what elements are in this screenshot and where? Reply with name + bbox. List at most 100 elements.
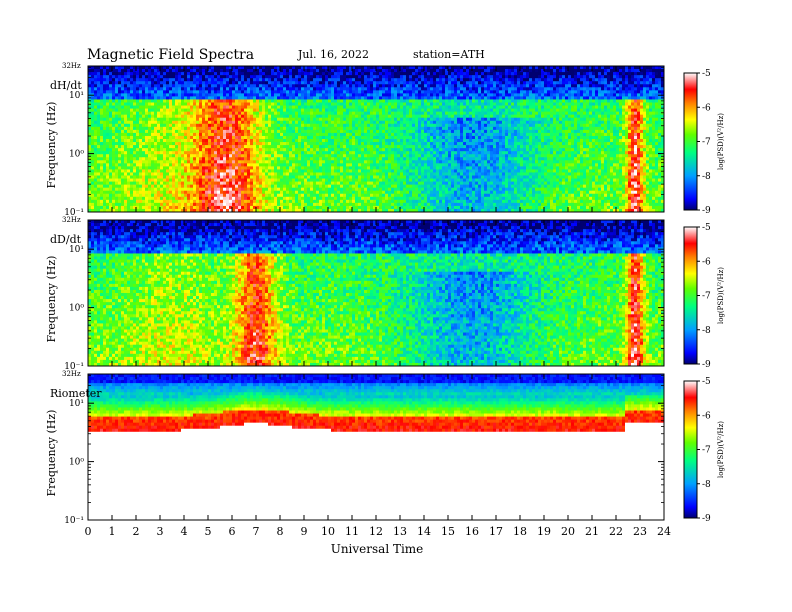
heatmap-cell (289, 99, 293, 103)
heatmap-cell (379, 139, 383, 143)
heatmap-cell (217, 160, 221, 164)
heatmap-cell (202, 169, 206, 173)
heatmap-cell (106, 84, 110, 88)
heatmap-cell (208, 114, 212, 119)
heatmap-cell (349, 181, 353, 186)
heatmap-cell (319, 187, 323, 192)
heatmap-cell (145, 181, 149, 186)
heatmap-cell (295, 163, 299, 167)
heatmap-cell (205, 151, 209, 155)
heatmap-cell (115, 151, 119, 155)
heatmap-cell (124, 84, 128, 88)
heatmap-cell (232, 163, 236, 167)
heatmap-cell (160, 99, 164, 103)
heatmap-cell (367, 145, 371, 149)
heatmap-cell (271, 129, 275, 134)
heatmap-cell (211, 145, 215, 149)
heatmap-cell (160, 208, 164, 212)
heatmap-cell (379, 163, 383, 167)
heatmap-cell (181, 78, 185, 82)
heatmap-cell (151, 75, 155, 79)
heatmap-cell (103, 99, 107, 103)
heatmap-cell (193, 132, 197, 137)
heatmap-cell (133, 69, 137, 73)
heatmap-cell (202, 181, 206, 186)
heatmap-cell (151, 111, 155, 116)
heatmap-cell (223, 111, 227, 116)
heatmap-cell (340, 154, 344, 158)
heatmap-cell (205, 72, 209, 76)
heatmap-cell (208, 154, 212, 158)
heatmap-cell (298, 196, 302, 201)
heatmap-cell (376, 196, 380, 201)
heatmap-cell (166, 166, 170, 170)
heatmap-cell (184, 196, 188, 201)
heatmap-cell (214, 72, 218, 76)
heatmap-cell (301, 163, 305, 167)
heatmap-cell (214, 93, 218, 97)
heatmap-cell (286, 78, 290, 82)
heatmap-cell (328, 187, 332, 192)
heatmap-cell (211, 132, 215, 137)
heatmap-cell (340, 75, 344, 79)
heatmap-cell (301, 151, 305, 155)
heatmap-cell (154, 114, 158, 119)
heatmap-cell (361, 187, 365, 192)
heatmap-cell (232, 108, 236, 113)
heatmap-cell (247, 169, 251, 173)
heatmap-cell (106, 193, 110, 198)
heatmap-cell (319, 120, 323, 125)
heatmap-cell (337, 69, 341, 73)
heatmap-cell (121, 108, 125, 113)
heatmap-cell (319, 66, 323, 70)
heatmap-cell (154, 111, 158, 116)
heatmap-cell (271, 135, 275, 140)
heatmap-cell (289, 72, 293, 76)
heatmap-cell (220, 190, 224, 195)
heatmap-cell (286, 84, 290, 88)
heatmap-cell (187, 96, 191, 100)
heatmap-cell (376, 126, 380, 131)
heatmap-cell (121, 190, 125, 195)
heatmap-cell (307, 117, 311, 122)
heatmap-cell (385, 96, 389, 100)
heatmap-cell (337, 114, 341, 119)
heatmap-cell (250, 111, 254, 116)
heatmap-cell (358, 181, 362, 186)
heatmap-cell (385, 199, 389, 204)
heatmap-cell (151, 102, 155, 106)
heatmap-cell (94, 123, 98, 128)
heatmap-cell (358, 154, 362, 158)
heatmap-cell (322, 196, 326, 201)
heatmap-cell (298, 172, 302, 176)
heatmap-cell (223, 193, 227, 198)
heatmap-cell (277, 193, 281, 198)
heatmap-cell (157, 202, 161, 207)
heatmap-cell (343, 108, 347, 113)
heatmap-cell (301, 142, 305, 146)
heatmap-cell (343, 117, 347, 122)
heatmap-cell (250, 163, 254, 167)
heatmap-cell (217, 166, 221, 170)
heatmap-cell (277, 84, 281, 88)
heatmap-cell (151, 84, 155, 88)
heatmap-cell (358, 184, 362, 189)
heatmap-cell (358, 81, 362, 85)
heatmap-cell (103, 184, 107, 189)
heatmap-cell (103, 129, 107, 134)
heatmap-cell (325, 142, 329, 146)
heatmap-cell (298, 93, 302, 97)
heatmap-cell (136, 151, 140, 155)
heatmap-cell (217, 81, 221, 85)
heatmap-cell (313, 187, 317, 192)
heatmap-cell (367, 157, 371, 161)
heatmap-cell (142, 123, 146, 128)
heatmap-cell (214, 157, 218, 161)
heatmap-cell (181, 102, 185, 106)
heatmap-cell (241, 84, 245, 88)
heatmap-cell (148, 75, 152, 79)
heatmap-cell (292, 114, 296, 119)
heatmap-cell (208, 93, 212, 97)
heatmap-cell (88, 181, 92, 186)
heatmap-cell (238, 184, 242, 189)
